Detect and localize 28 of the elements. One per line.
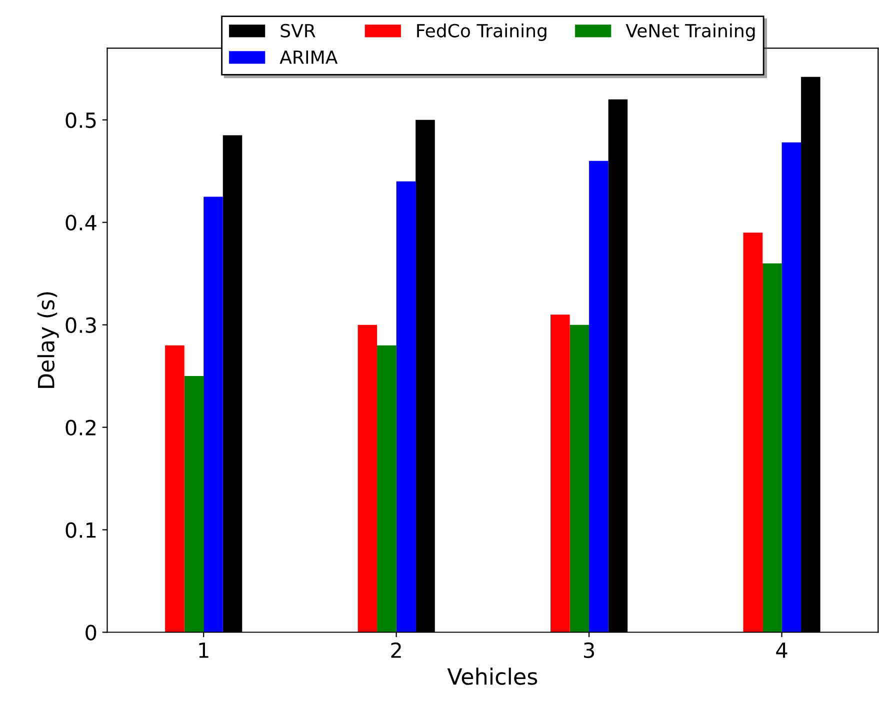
x-tick-label: 1 bbox=[199, 642, 208, 658]
y-tick-label: 0.4 bbox=[66, 214, 96, 231]
bar bbox=[589, 160, 608, 632]
y-axis-title: Delay (s) bbox=[37, 292, 59, 388]
legend-label: SVR bbox=[280, 24, 316, 38]
bar bbox=[358, 324, 378, 632]
y-tick-label: 0.1 bbox=[66, 522, 96, 538]
bar bbox=[550, 314, 570, 632]
y-tick-label: 0.3 bbox=[66, 317, 96, 334]
bar bbox=[570, 324, 590, 632]
x-tick-label: 4 bbox=[776, 642, 788, 658]
bar bbox=[204, 196, 223, 632]
x-tick-label: 3 bbox=[584, 642, 594, 658]
y-tick-label: 0 bbox=[86, 624, 96, 640]
y-tick-label: 0.5 bbox=[66, 112, 96, 128]
legend-label: VeNet Training bbox=[626, 24, 755, 41]
legend-label: ARIMA bbox=[280, 50, 338, 64]
legend-label: FedCo Training bbox=[417, 24, 546, 41]
x-axis-title: Vehicles bbox=[447, 668, 538, 685]
bar bbox=[762, 263, 782, 632]
bar bbox=[743, 232, 762, 632]
x-tick-label: 2 bbox=[391, 642, 401, 658]
bar bbox=[184, 376, 204, 632]
bar bbox=[396, 181, 416, 632]
y-tick-label: 0.2 bbox=[66, 420, 96, 436]
bar bbox=[782, 142, 802, 632]
bar bbox=[377, 345, 396, 632]
bar bbox=[165, 345, 184, 632]
